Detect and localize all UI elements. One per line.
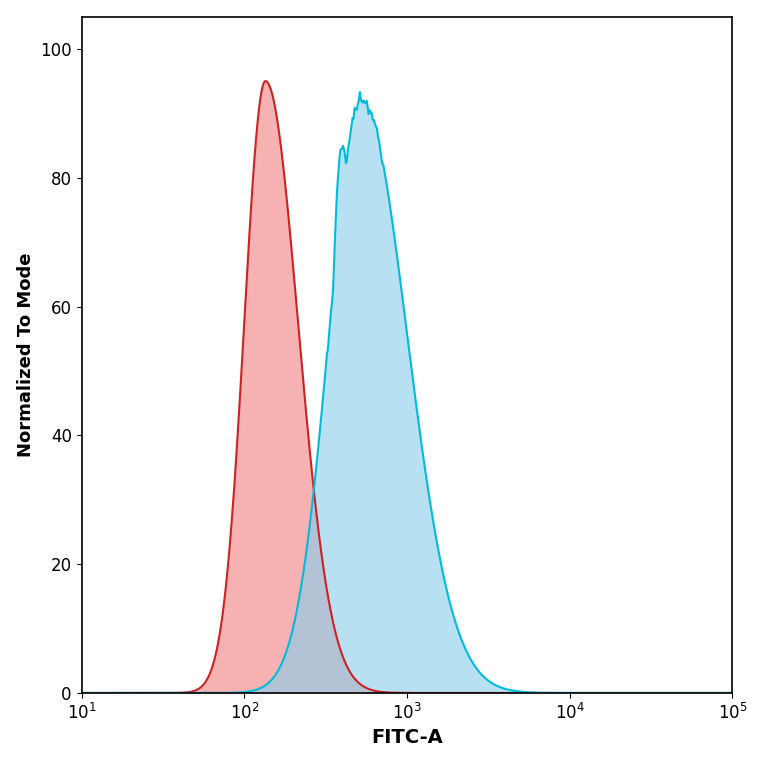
Y-axis label: Normalized To Mode: Normalized To Mode bbox=[17, 253, 34, 457]
X-axis label: FITC-A: FITC-A bbox=[371, 728, 443, 747]
